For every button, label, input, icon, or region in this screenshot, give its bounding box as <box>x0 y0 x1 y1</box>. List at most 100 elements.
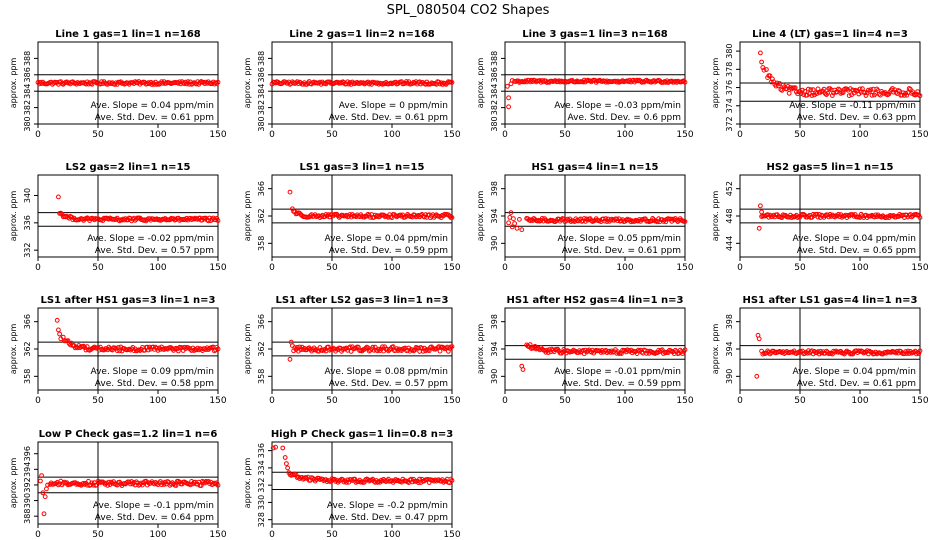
data-point <box>520 367 526 372</box>
x-tick-label: 100 <box>616 396 633 406</box>
x-tick-label: 150 <box>443 530 460 540</box>
data-point <box>213 80 219 85</box>
data-point <box>917 348 923 354</box>
data-point <box>517 217 522 222</box>
data-point <box>449 80 455 85</box>
data-point <box>765 348 770 354</box>
x-tick-label: 50 <box>326 530 338 540</box>
chart-panel-12: HS1 after LS1 gas=4 lin=1 n=3 0 50 100 150 39… <box>711 295 929 406</box>
y-tick-label: 362 <box>23 341 32 356</box>
std-dev-annotation: Ave. Std. Dev. = 0.61 ppm <box>562 246 681 256</box>
data-point <box>344 480 349 485</box>
data-point <box>682 79 688 85</box>
x-tick-label: 100 <box>149 263 166 273</box>
y-tick-label: 382 <box>23 100 32 115</box>
data-point <box>449 344 455 350</box>
data-point <box>299 344 305 350</box>
data-point <box>287 356 293 362</box>
std-dev-annotation: Ave. Std. Dev. = 0.65 ppm <box>797 246 916 256</box>
data-point <box>129 479 135 484</box>
y-tick-label: 390 <box>725 369 734 384</box>
x-tick-label: 150 <box>911 130 928 140</box>
y-tick-label: 382 <box>257 100 266 115</box>
panel-title: LS2 gas=2 lin=1 n=15 <box>66 162 191 173</box>
data-point <box>41 511 47 517</box>
data-point <box>899 92 905 98</box>
data-point <box>852 212 858 217</box>
data-point <box>214 480 220 486</box>
data-point <box>509 78 515 83</box>
data-point <box>759 59 764 65</box>
data-point <box>904 351 910 356</box>
chart-panel-8: HS2 gas=5 lin=1 n=15 0 50 100 150 444 448 452 ap… <box>711 162 929 273</box>
data-point <box>215 346 221 352</box>
data-point <box>353 345 359 351</box>
data-point <box>154 481 160 487</box>
data-point <box>98 81 103 87</box>
y-tick-label: 394 <box>490 208 499 223</box>
data-point <box>756 225 762 231</box>
data-point <box>346 479 352 485</box>
data-point <box>185 79 191 85</box>
data-point <box>38 478 43 484</box>
x-tick-label: 150 <box>209 130 226 140</box>
data-point <box>905 348 911 354</box>
data-point <box>602 218 607 224</box>
data-point <box>765 212 770 218</box>
chart-panel-13: Low P Check gas=1.2 lin=1 n=6 0 50 100 150 38… <box>9 429 227 540</box>
slope-annotation: Ave. Slope = 0.04 ppm/min <box>792 234 916 244</box>
y-tick-label: 394 <box>725 341 734 356</box>
data-point <box>107 482 113 488</box>
y-tick-label: 336 <box>257 443 266 458</box>
x-tick-label: 100 <box>149 396 166 406</box>
data-point <box>539 216 545 221</box>
data-point <box>827 86 833 92</box>
x-tick-label: 50 <box>559 263 571 273</box>
data-point <box>776 83 781 89</box>
x-tick-label: 150 <box>209 396 226 406</box>
data-point <box>64 79 70 85</box>
y-tick-label: 392 <box>23 477 32 492</box>
data-point <box>285 465 291 471</box>
y-tick-label: 380 <box>23 116 32 131</box>
data-point <box>758 50 763 56</box>
data-point <box>146 80 151 86</box>
x-tick-label: 100 <box>383 530 400 540</box>
y-tick-label: 390 <box>490 369 499 384</box>
y-tick-label: 388 <box>23 509 32 524</box>
data-point <box>682 347 688 353</box>
data-point <box>95 345 101 350</box>
data-point <box>767 73 773 79</box>
y-tick-label: 398 <box>490 181 499 196</box>
data-point <box>82 345 88 351</box>
y-axis-label: approx. ppm <box>711 324 720 375</box>
data-point <box>508 210 514 216</box>
data-point <box>441 479 447 485</box>
x-tick-label: 150 <box>676 396 693 406</box>
y-tick-label: 366 <box>257 314 266 329</box>
slope-annotation: Ave. Slope = -0.11 ppm/min <box>789 101 916 111</box>
slope-annotation: Ave. Slope = 0.08 ppm/min <box>324 367 448 377</box>
data-point <box>824 348 829 354</box>
data-point <box>56 194 61 200</box>
data-point <box>565 216 570 222</box>
panel-title: LS1 after LS2 gas=3 lin=1 n=3 <box>275 295 448 306</box>
data-point <box>800 87 805 93</box>
y-tick-label: 448 <box>725 208 734 223</box>
y-tick-label: 380 <box>257 116 266 131</box>
data-point <box>650 216 655 221</box>
chart-panel-7: HS1 gas=4 lin=1 n=15 0 50 100 150 390 394 398 ap… <box>476 162 694 273</box>
data-point <box>273 444 279 450</box>
x-tick-label: 150 <box>443 130 460 140</box>
y-tick-label: 390 <box>490 236 499 251</box>
slope-annotation: Ave. Slope = 0.04 ppm/min <box>792 367 916 377</box>
x-tick-label: 100 <box>383 130 400 140</box>
data-point <box>287 189 293 195</box>
std-dev-annotation: Ave. Std. Dev. = 0.6 ppm <box>568 113 681 123</box>
y-tick-label: 374 <box>725 98 734 113</box>
x-tick-label: 150 <box>676 263 693 273</box>
data-point <box>39 473 44 479</box>
slope-annotation: Ave. Slope = -0.1 ppm/min <box>93 501 214 511</box>
data-point <box>363 345 369 351</box>
